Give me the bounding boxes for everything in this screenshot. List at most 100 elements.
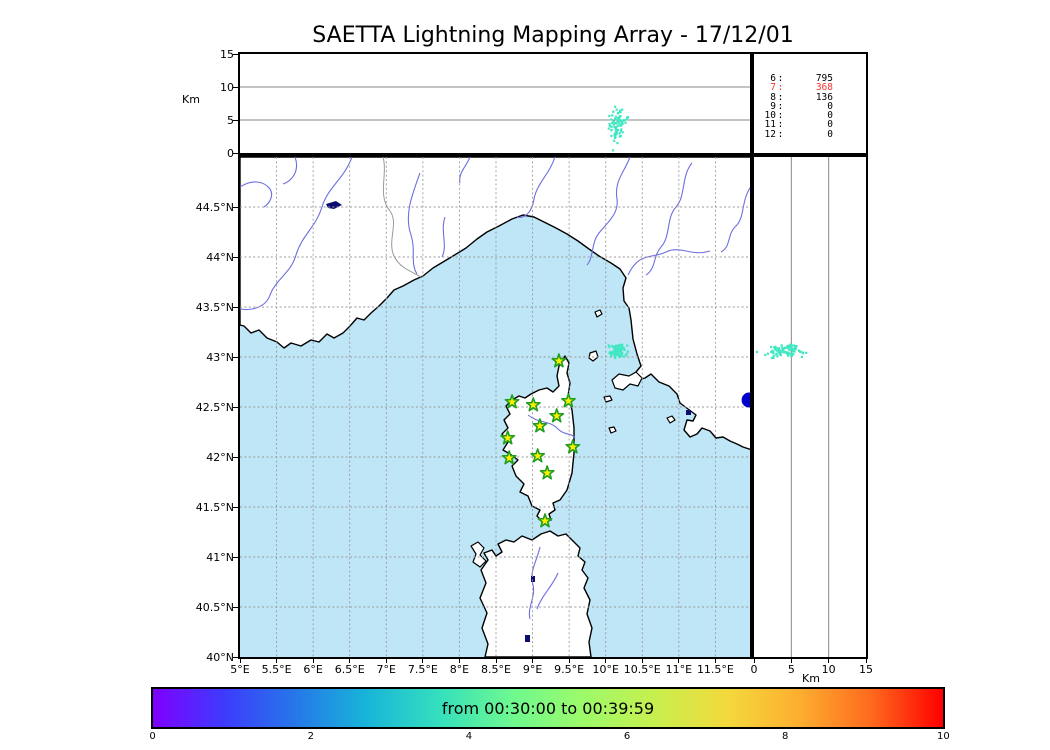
small-islands [470, 309, 676, 568]
axis-tick [422, 659, 424, 663]
lma-station-marker [551, 353, 567, 368]
station-id: 7 [770, 82, 776, 94]
station-id: 12 [764, 128, 776, 140]
axis-tick [233, 256, 238, 258]
lat-tick-label: 42.5°N [195, 400, 234, 414]
axis-tick [828, 659, 830, 663]
lma-station-marker [537, 513, 553, 528]
axis-tick [233, 456, 238, 458]
lma-station-marker [500, 430, 516, 445]
stats-row: 6:795 [754, 73, 864, 84]
lon-tick-label: 7°E [376, 663, 396, 676]
coastline-mainland [240, 157, 752, 451]
lma-station-marker [549, 408, 565, 423]
lat-tick-label: 42°N [206, 450, 234, 464]
altitude-tick-label: 5 [227, 113, 234, 127]
lma-station-markers [500, 353, 581, 528]
colorbar-tick-label: 4 [465, 731, 473, 742]
axis-tick [233, 152, 238, 154]
map-gridlines [240, 157, 752, 657]
lma-station-marker [561, 393, 576, 408]
lon-tick-label: 10.5°E [623, 663, 661, 676]
stats-row: 12:0 [754, 128, 864, 140]
station-count: 0 [827, 119, 833, 131]
lon-tick-label: 9°E [522, 663, 543, 676]
lat-tick-label: 40°N [206, 650, 234, 664]
altitude-latitude-plot [755, 157, 830, 657]
axis-tick [233, 206, 238, 208]
altitude-longitude-plot [240, 86, 752, 152]
station-id: 10 [764, 110, 776, 122]
altitude-longitude-panel [238, 52, 754, 157]
axis-tick [495, 659, 497, 663]
station-count: 0 [827, 128, 833, 140]
map-plot [240, 157, 752, 657]
axis-tick [678, 659, 680, 663]
altitude-tick-label: 0 [227, 146, 234, 160]
altitude-tick-label: 0 [750, 663, 758, 676]
lat-tick-label: 43°N [206, 350, 234, 364]
axis-tick [233, 306, 238, 308]
lon-tick-label: 10°E [592, 663, 619, 676]
station-count: 136 [815, 91, 833, 103]
stats-row: 8:136 [754, 91, 864, 103]
axis-tick [385, 659, 387, 663]
lma-station-marker [501, 450, 517, 465]
axis-tick [233, 86, 238, 88]
colorbar-tick-label: 0 [149, 731, 156, 742]
axis-tick [568, 659, 570, 663]
colorbar: from 00:30:00 to 00:39:59 [151, 687, 945, 729]
station-id: 8 [770, 91, 776, 103]
station-count: 795 [815, 73, 833, 84]
coastline-corsica [501, 355, 575, 523]
lma-station-marker [504, 394, 520, 409]
lat-tick-label: 44.5°N [195, 200, 234, 214]
axis-tick [865, 659, 867, 663]
altitude-latitude-panel [750, 157, 868, 659]
axis-tick [239, 659, 241, 663]
station-id: 9 [770, 100, 776, 112]
lon-tick-label: 5.5°E [261, 663, 292, 676]
lon-tick-label: 6.5°E [334, 663, 365, 676]
station-count-box [750, 52, 868, 157]
lma-station-marker [525, 397, 541, 412]
axis-tick [233, 406, 238, 408]
axis-tick [233, 606, 238, 608]
country-border [382, 157, 422, 278]
colorbar-tick-label: 2 [307, 731, 314, 742]
lon-tick-label: 11.5°E [696, 663, 734, 676]
coastline-sardinia [479, 530, 593, 657]
altitude-tick-label: 10 [220, 80, 234, 94]
station-count: 0 [827, 100, 833, 112]
stats-row: 10:0 [754, 110, 864, 122]
stats-row: 11:0 [754, 119, 864, 131]
axis-tick [714, 659, 716, 663]
altitude-tick-label: 15 [220, 47, 234, 61]
right-panel-xlabel: Km [802, 672, 820, 685]
station-id: 6 [770, 73, 776, 84]
station-count-rows: 6:795 7:368 8:136 9:0 10:0 11:0 12:0 [754, 73, 864, 140]
colorbar-tick-label: 10 [937, 731, 950, 742]
colorbar-tick-label: 6 [623, 731, 631, 742]
lat-tick-label: 41°N [206, 550, 234, 564]
lat-tick-label: 41.5°N [195, 500, 234, 514]
axis-tick [605, 659, 607, 663]
axis-tick [233, 556, 238, 558]
axis-tick [753, 659, 755, 663]
lon-tick-label: 8.5°E [481, 663, 511, 676]
lon-tick-label: 9.5°E [554, 663, 585, 676]
axis-tick [233, 53, 238, 55]
lat-tick-label: 44°N [206, 250, 234, 264]
axis-tick [312, 659, 314, 663]
page-title: SAETTA Lightning Mapping Array - 17/12/0… [312, 23, 794, 48]
lon-tick-label: 7.5°E [407, 663, 438, 676]
axis-tick [349, 659, 351, 663]
axis-tick [233, 119, 238, 121]
axis-tick [233, 506, 238, 508]
axis-tick [276, 659, 278, 663]
axis-tick [532, 659, 534, 663]
station-count: 368 [815, 82, 833, 94]
lat-tick-label: 43.5°N [195, 300, 234, 314]
lma-station-marker [565, 439, 581, 454]
lma-station-marker [532, 418, 548, 433]
